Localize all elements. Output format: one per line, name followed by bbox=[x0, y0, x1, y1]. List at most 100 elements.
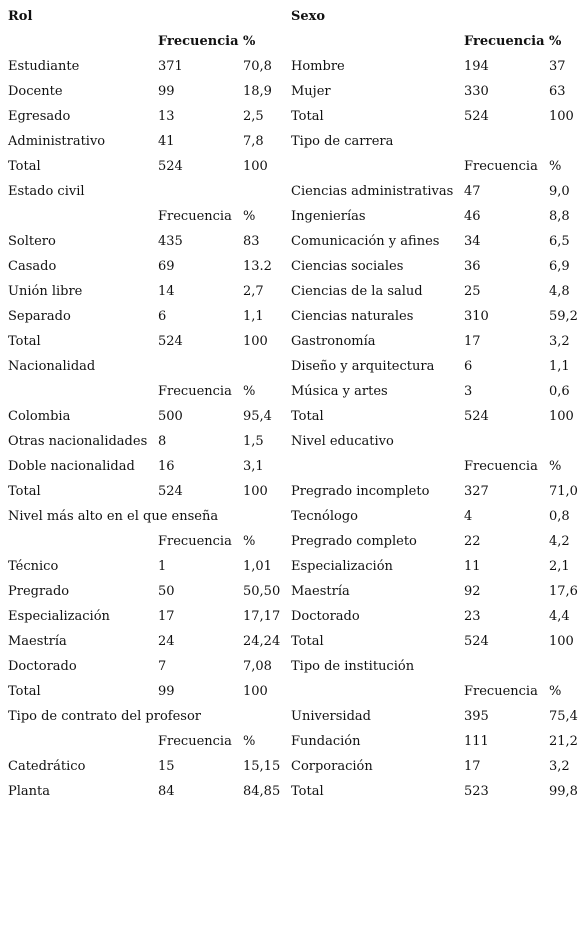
row-frequency: 1 bbox=[158, 559, 167, 574]
row-percent: 3,1 bbox=[243, 459, 264, 474]
row-percent: % bbox=[243, 734, 256, 749]
row-label: Técnico bbox=[8, 559, 59, 574]
row-frequency: 22 bbox=[464, 534, 481, 549]
row-label: Casado bbox=[8, 259, 57, 274]
row-frequency: 16 bbox=[158, 459, 175, 474]
row-label: Planta bbox=[8, 784, 51, 799]
row-label: Total bbox=[291, 784, 324, 799]
row-frequency: 395 bbox=[464, 709, 489, 724]
row-percent: % bbox=[549, 684, 562, 699]
row-percent: % bbox=[243, 534, 256, 549]
row-percent: 1,01 bbox=[243, 559, 272, 574]
row-label: Otras nacionalidades bbox=[8, 434, 148, 449]
row-frequency: 7 bbox=[158, 659, 167, 674]
row-frequency: 523 bbox=[464, 784, 489, 799]
row-frequency: 50 bbox=[158, 584, 175, 599]
row-percent: % bbox=[549, 459, 562, 474]
row-percent: 8,8 bbox=[549, 209, 570, 224]
row-label: Ingenierías bbox=[291, 209, 366, 224]
row-percent: 4,4 bbox=[549, 609, 570, 624]
row-frequency: 46 bbox=[464, 209, 481, 224]
row-frequency: Frecuencia bbox=[464, 34, 545, 49]
row-label: Total bbox=[8, 159, 41, 174]
row-percent: 100 bbox=[243, 684, 268, 699]
row-label: Maestría bbox=[291, 584, 350, 599]
row-label: Especialización bbox=[291, 559, 393, 574]
row-label: Doctorado bbox=[8, 659, 77, 674]
row-percent: % bbox=[549, 159, 562, 174]
row-frequency: Frecuencia bbox=[158, 534, 232, 549]
row-percent: 7,8 bbox=[243, 134, 264, 149]
row-frequency: 327 bbox=[464, 484, 489, 499]
row-frequency: Frecuencia bbox=[158, 734, 232, 749]
row-percent: 17,17 bbox=[243, 609, 281, 624]
row-label: Total bbox=[291, 634, 324, 649]
row-percent: 9,0 bbox=[549, 184, 570, 199]
row-label: Estudiante bbox=[8, 59, 80, 74]
row-percent: 100 bbox=[243, 484, 268, 499]
row-label: Ciencias administrativas bbox=[291, 184, 454, 199]
row-frequency: 24 bbox=[158, 634, 175, 649]
row-frequency: Frecuencia bbox=[158, 209, 232, 224]
row-percent: 21,2 bbox=[549, 734, 578, 749]
row-label: Diseño y arquitectura bbox=[291, 359, 435, 374]
row-label: Administrativo bbox=[8, 134, 106, 149]
row-frequency: 524 bbox=[158, 484, 183, 499]
row-frequency: 25 bbox=[464, 284, 481, 299]
row-percent: 100 bbox=[243, 159, 268, 174]
row-label: Unión libre bbox=[8, 284, 83, 299]
row-percent: 75,4 bbox=[549, 709, 578, 724]
row-frequency: 34 bbox=[464, 234, 481, 249]
row-label: Pregrado completo bbox=[291, 534, 417, 549]
row-frequency: 6 bbox=[464, 359, 473, 374]
row-label: Doble nacionalidad bbox=[8, 459, 135, 474]
row-label: Nacionalidad bbox=[8, 359, 96, 374]
row-percent: % bbox=[243, 209, 256, 224]
row-label: Docente bbox=[8, 84, 63, 99]
row-frequency: 99 bbox=[158, 684, 175, 699]
row-label: Fundación bbox=[291, 734, 361, 749]
row-frequency: 194 bbox=[464, 59, 489, 74]
row-label: Nivel educativo bbox=[291, 434, 394, 449]
row-percent: 24,24 bbox=[243, 634, 281, 649]
row-percent: % bbox=[243, 384, 256, 399]
row-percent: 2,1 bbox=[549, 559, 570, 574]
row-frequency: Frecuencia bbox=[158, 34, 239, 49]
row-percent: 4,2 bbox=[549, 534, 570, 549]
row-label: Total bbox=[291, 409, 324, 424]
row-label: Gastronomía bbox=[291, 334, 376, 349]
row-percent: 84,85 bbox=[243, 784, 281, 799]
row-percent: 1,1 bbox=[549, 359, 570, 374]
row-percent: 3,2 bbox=[549, 759, 570, 774]
row-frequency: 524 bbox=[464, 109, 489, 124]
row-label: Tecnólogo bbox=[291, 509, 358, 524]
row-frequency: 11 bbox=[464, 559, 481, 574]
row-label: Maestría bbox=[8, 634, 67, 649]
row-percent: 71,0 bbox=[549, 484, 578, 499]
row-label: Doctorado bbox=[291, 609, 360, 624]
row-label: Música y artes bbox=[291, 384, 388, 399]
row-percent: 99,8 bbox=[549, 784, 578, 799]
row-percent: 2,7 bbox=[243, 284, 264, 299]
row-percent: 63 bbox=[549, 84, 566, 99]
row-label: Egresado bbox=[8, 109, 71, 124]
row-label: Universidad bbox=[291, 709, 371, 724]
row-percent: 0,6 bbox=[549, 384, 570, 399]
row-frequency: 8 bbox=[158, 434, 167, 449]
row-percent: 100 bbox=[549, 409, 574, 424]
row-frequency: 92 bbox=[464, 584, 481, 599]
row-percent: % bbox=[549, 34, 562, 49]
row-frequency: 500 bbox=[158, 409, 183, 424]
row-label: Total bbox=[291, 109, 324, 124]
row-label: Especialización bbox=[8, 609, 110, 624]
row-percent: 59,2 bbox=[549, 309, 578, 324]
row-frequency: 6 bbox=[158, 309, 167, 324]
row-percent: 13.2 bbox=[243, 259, 272, 274]
row-label: Pregrado incompleto bbox=[291, 484, 430, 499]
row-percent: 100 bbox=[549, 109, 574, 124]
row-label: Tipo de carrera bbox=[291, 134, 394, 149]
row-percent: 83 bbox=[243, 234, 260, 249]
row-label: Ciencias naturales bbox=[291, 309, 414, 324]
row-label: Rol bbox=[8, 9, 33, 24]
row-percent: 15,15 bbox=[243, 759, 281, 774]
